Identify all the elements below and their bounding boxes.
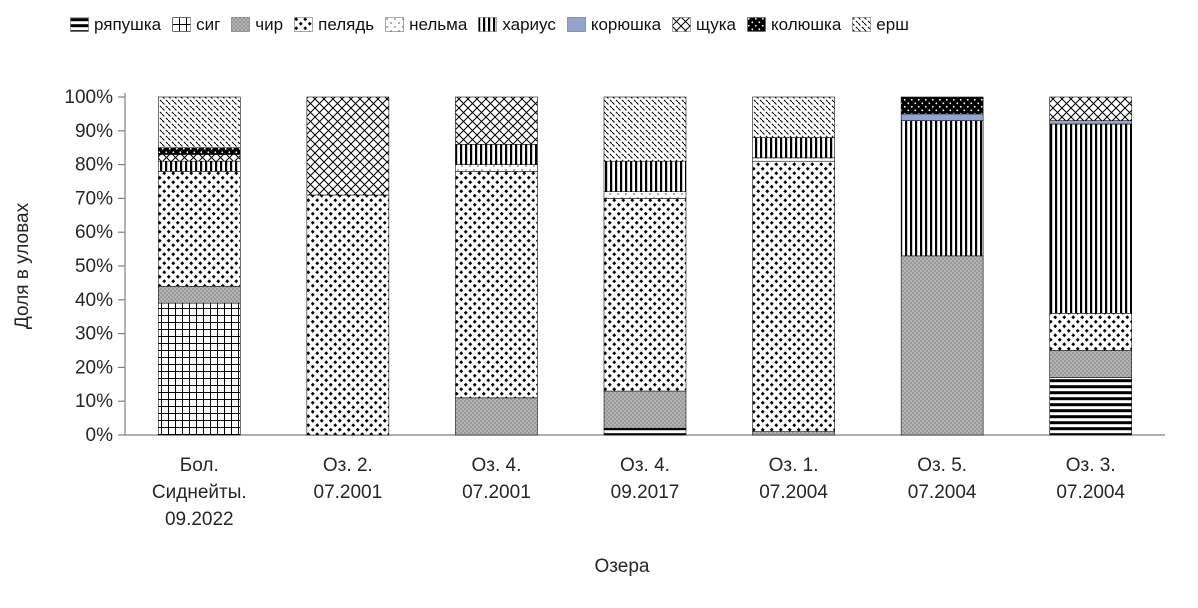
bar-segment-колюшка	[157, 147, 241, 155]
bar-segment-нельма	[603, 191, 687, 199]
x-axis-title: Озера	[595, 556, 650, 577]
legend-swatch-icon	[172, 17, 191, 32]
chart-legend: ряпушка сиг чир пелядь нельма хариус корюшка щу…	[70, 16, 909, 33]
legend-item-корюшка: корюшка	[567, 16, 661, 33]
legend-label: сиг	[196, 15, 221, 34]
y-tick-label: 0%	[86, 425, 114, 446]
legend-label: ерш	[876, 15, 909, 34]
x-category-label: 07.2004	[759, 482, 828, 503]
x-category-label: Оз. 4.	[471, 455, 521, 476]
bar-segment-щука	[455, 96, 538, 145]
bar-segment-чир	[455, 397, 538, 436]
bar-segment-корюшка	[900, 113, 984, 121]
y-tick-label: 80%	[75, 155, 113, 176]
bar-segment-пелядь	[752, 160, 835, 432]
x-category-label: Оз. 4.	[620, 455, 670, 476]
bar-segment-чир	[752, 431, 835, 436]
legend-swatch-icon	[567, 17, 586, 32]
axis-labels: 0% 10% 20% 30% 40% 50% 60% 70% 80% 90% 100% Бол. Сид…	[64, 87, 1125, 530]
bar-segment-хариус	[900, 120, 984, 257]
x-category-label: Оз. 2.	[323, 455, 373, 476]
legend-label: чир	[255, 15, 284, 34]
y-tick-label: 40%	[75, 290, 113, 311]
bar-segment-ерш	[752, 96, 835, 138]
legend-item-колюшка: колюшка	[747, 16, 841, 33]
legend-label: ряпушка	[94, 15, 162, 34]
bar-segment-колюшка	[900, 96, 984, 115]
bar-segment-пелядь	[455, 171, 538, 399]
y-tick-label: 30%	[75, 324, 113, 345]
legend-label: хариус	[502, 15, 556, 34]
bar-segment-пелядь	[603, 198, 687, 392]
legend-item-ряпушка: ряпушка	[70, 16, 161, 33]
y-tick-label: 100%	[64, 87, 113, 108]
legend-swatch-icon	[478, 17, 498, 32]
y-tick-label: 70%	[75, 188, 113, 209]
legend-swatch-icon	[747, 17, 766, 32]
bar-segment-ряпушка	[1049, 377, 1133, 436]
bar-segment-ерш	[603, 96, 687, 162]
bar-segment-хариус	[455, 144, 538, 165]
legend-swatch-icon	[231, 17, 251, 32]
bar-segment-хариус	[603, 160, 687, 192]
bar-segment-нельма	[455, 164, 538, 172]
x-category-label: Бол.	[180, 455, 219, 476]
x-category-label: 07.2004	[908, 482, 977, 503]
x-category-label: 09.2022	[165, 509, 234, 530]
bar-segment-щука	[157, 154, 241, 162]
bar-segment-чир	[1049, 350, 1133, 378]
bar-segment-чир	[157, 285, 241, 304]
bar-segment-пелядь	[1049, 313, 1133, 351]
bars	[157, 96, 1133, 436]
bar-segment-чир	[900, 255, 984, 436]
legend-item-щука: щука	[672, 16, 736, 33]
legend-item-чир: чир	[231, 16, 283, 33]
bar-segment-хариус	[1049, 123, 1133, 314]
bar-segment-пелядь	[157, 171, 241, 287]
x-category-label: Сиднейты.	[152, 482, 247, 503]
x-category-label: 09.2017	[611, 482, 680, 503]
bar-segment-щука	[306, 96, 390, 196]
x-category-label: Оз. 3.	[1066, 455, 1116, 476]
bar-segment-пелядь	[306, 194, 390, 436]
bar-segment-щука	[1049, 96, 1133, 121]
y-tick-label: 50%	[75, 256, 113, 277]
bar-segment-ряпушка	[603, 427, 687, 436]
x-category-label: Оз. 5.	[917, 455, 967, 476]
y-axis-title: Доля в уловах	[12, 202, 33, 329]
y-tick-label: 20%	[75, 357, 113, 378]
y-tick-label: 90%	[75, 121, 113, 142]
legend-item-хариус: хариус	[478, 16, 556, 33]
bar-segment-корюшка	[1049, 120, 1133, 125]
bar-segment-нельма	[752, 157, 835, 162]
y-tick-label: 10%	[75, 391, 113, 412]
bar-segment-чир	[603, 390, 687, 429]
bar-segment-хариус	[752, 137, 835, 159]
legend-swatch-icon	[70, 17, 89, 32]
legend-swatch-icon	[672, 17, 691, 32]
legend-label: колюшка	[771, 15, 842, 34]
legend-label: нельма	[409, 15, 468, 34]
bar-segment-ерш	[157, 96, 241, 149]
legend-item-ерш: ерш	[852, 16, 909, 33]
x-category-label: 07.2004	[1056, 482, 1125, 503]
legend-swatch-icon	[852, 17, 872, 32]
x-category-label: 07.2001	[314, 482, 383, 503]
legend-item-сиг: сиг	[172, 16, 220, 33]
legend-swatch-icon	[294, 17, 313, 32]
bar-segment-сиг	[157, 302, 241, 436]
x-category-label: Оз. 1.	[769, 455, 819, 476]
legend-label: корюшка	[590, 15, 662, 34]
bar-segment-хариус	[157, 160, 241, 172]
legend-label: пелядь	[318, 15, 375, 34]
x-category-label: 07.2001	[462, 482, 531, 503]
y-tick-label: 60%	[75, 222, 113, 243]
legend-item-нельма: нельма	[385, 16, 467, 33]
legend-item-пелядь: пелядь	[294, 16, 374, 33]
legend-swatch-icon	[385, 17, 404, 32]
legend-label: щука	[696, 15, 736, 34]
